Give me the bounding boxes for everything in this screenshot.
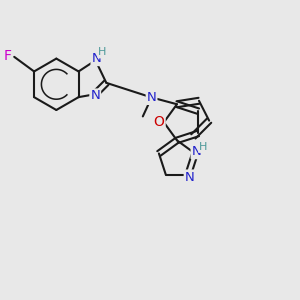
- Text: N: N: [90, 89, 100, 103]
- Text: H: H: [98, 47, 107, 58]
- Text: N: N: [92, 52, 101, 65]
- Text: H: H: [199, 142, 207, 152]
- Text: O: O: [154, 115, 165, 129]
- Text: N: N: [192, 145, 201, 158]
- Text: F: F: [3, 49, 11, 63]
- Text: N: N: [147, 91, 157, 104]
- Text: N: N: [185, 170, 194, 184]
